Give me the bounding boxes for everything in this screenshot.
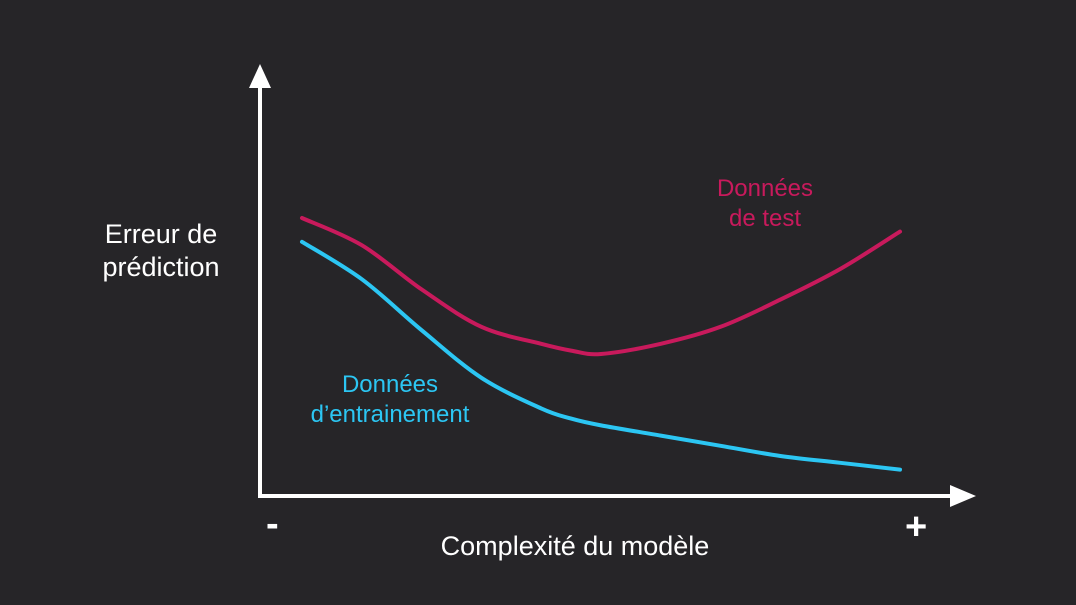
axes: [249, 64, 976, 507]
y-axis-label-line-2: prédiction: [102, 252, 220, 282]
series-lines: [300, 216, 902, 472]
x-axis-label: Complexité du modèle: [440, 531, 710, 561]
x-axis-max-marker: +: [905, 506, 928, 548]
series-label-test-line-1: Données: [716, 175, 814, 202]
series-line-train: [300, 239, 902, 472]
series-label-train-line-1: Données: [341, 371, 439, 398]
series-label-test: Données de test: [690, 174, 840, 234]
y-axis-arrowhead: [249, 64, 271, 88]
y-axis-label: Erreur de prédiction: [86, 218, 236, 284]
y-axis-label-line-1: Erreur de: [104, 219, 218, 249]
x-axis-min-marker: -: [266, 503, 279, 545]
series-label-test-line-2: de test: [728, 205, 802, 232]
x-axis-arrowhead: [950, 485, 976, 507]
series-line-test: [300, 216, 902, 357]
series-label-train-line-2: d’entrainement: [310, 401, 470, 428]
series-label-train: Données d’entrainement: [270, 370, 510, 430]
